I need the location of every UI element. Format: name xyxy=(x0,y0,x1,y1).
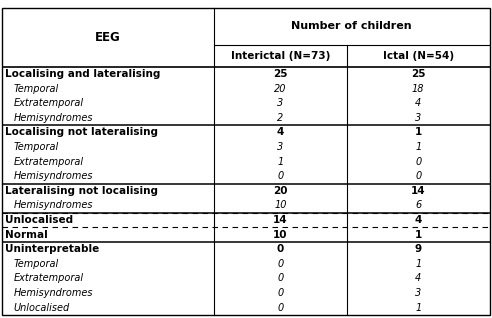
Text: 9: 9 xyxy=(415,244,422,254)
Text: 4: 4 xyxy=(415,215,422,225)
Text: Uninterpretable: Uninterpretable xyxy=(5,244,100,254)
Text: Unlocalised: Unlocalised xyxy=(5,215,73,225)
Text: 4: 4 xyxy=(415,273,421,283)
Text: Extratemporal: Extratemporal xyxy=(13,98,84,108)
Text: 1: 1 xyxy=(415,302,421,313)
Text: Localising not lateralising: Localising not lateralising xyxy=(5,128,158,137)
Text: 0: 0 xyxy=(277,171,283,181)
Text: Number of children: Number of children xyxy=(291,21,412,31)
Text: 6: 6 xyxy=(415,200,421,211)
Text: Hemisyndromes: Hemisyndromes xyxy=(13,113,93,123)
Text: Temporal: Temporal xyxy=(13,259,59,269)
Text: Interictal (N=73): Interictal (N=73) xyxy=(231,51,330,61)
Text: 0: 0 xyxy=(415,157,421,167)
Text: Normal: Normal xyxy=(5,230,48,239)
Text: 3: 3 xyxy=(415,113,421,123)
Text: 14: 14 xyxy=(411,186,426,196)
Text: Hemisyndromes: Hemisyndromes xyxy=(13,288,93,298)
Text: Hemisyndromes: Hemisyndromes xyxy=(13,200,93,211)
Text: 4: 4 xyxy=(277,128,284,137)
Text: 0: 0 xyxy=(277,288,283,298)
Text: 20: 20 xyxy=(274,84,287,94)
Text: Lateralising not localising: Lateralising not localising xyxy=(5,186,158,196)
Text: 0: 0 xyxy=(277,273,283,283)
Text: 3: 3 xyxy=(277,142,283,152)
Text: 0: 0 xyxy=(277,244,284,254)
Text: Extratemporal: Extratemporal xyxy=(13,157,84,167)
Text: Ictal (N=54): Ictal (N=54) xyxy=(383,51,454,61)
Text: 20: 20 xyxy=(273,186,288,196)
Text: Unlocalised: Unlocalised xyxy=(13,302,69,313)
Text: 2: 2 xyxy=(277,113,283,123)
Text: 0: 0 xyxy=(277,302,283,313)
Text: 4: 4 xyxy=(415,98,421,108)
Text: 1: 1 xyxy=(415,128,422,137)
Text: 1: 1 xyxy=(415,230,422,239)
Text: 10: 10 xyxy=(273,230,288,239)
Text: EEG: EEG xyxy=(95,31,121,44)
Text: 14: 14 xyxy=(273,215,288,225)
Text: 18: 18 xyxy=(412,84,425,94)
Text: 1: 1 xyxy=(415,259,421,269)
Text: 1: 1 xyxy=(415,142,421,152)
Text: 1: 1 xyxy=(277,157,283,167)
Text: 25: 25 xyxy=(411,69,426,79)
Text: 25: 25 xyxy=(273,69,288,79)
Text: Temporal: Temporal xyxy=(13,84,59,94)
Text: Temporal: Temporal xyxy=(13,142,59,152)
Text: 0: 0 xyxy=(277,259,283,269)
Text: 3: 3 xyxy=(277,98,283,108)
Text: Extratemporal: Extratemporal xyxy=(13,273,84,283)
Text: Hemisyndromes: Hemisyndromes xyxy=(13,171,93,181)
Text: 0: 0 xyxy=(415,171,421,181)
Text: 3: 3 xyxy=(415,288,421,298)
Text: Localising and lateralising: Localising and lateralising xyxy=(5,69,161,79)
Text: 10: 10 xyxy=(274,200,287,211)
